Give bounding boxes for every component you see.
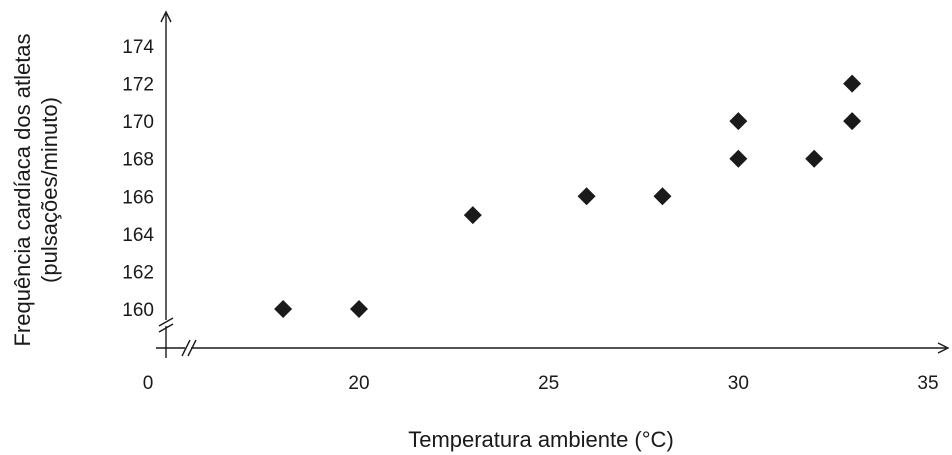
data-point <box>805 149 824 168</box>
x-axis-break-mark <box>181 339 197 357</box>
data-point <box>577 187 596 206</box>
y-axis-break-mark <box>158 317 174 333</box>
x-tick-label: 20 <box>348 373 369 394</box>
y-break-gap <box>164 320 168 326</box>
y-break-slash <box>158 317 174 327</box>
x-break-gap <box>185 346 191 350</box>
x-break-slash <box>181 339 191 357</box>
data-points <box>274 74 862 318</box>
y-tick-label: 160 <box>122 300 154 321</box>
y-axis-title-line: Frequência cardíaca dos atletas <box>10 33 35 346</box>
y-tick-label: 172 <box>122 75 154 96</box>
y-tick-label: 174 <box>122 37 154 58</box>
x-tick-label: 35 <box>917 373 938 394</box>
data-point <box>729 149 748 168</box>
y-tick-label: 170 <box>122 112 154 133</box>
y-axis-title-line: (pulsações/minuto) <box>37 97 62 283</box>
data-point <box>843 74 862 93</box>
data-point <box>463 206 482 225</box>
data-point <box>843 112 862 131</box>
axes <box>156 10 950 358</box>
x-tick-labels: 0 20 25 30 35 <box>143 373 939 394</box>
y-axis-title: Frequência cardíaca dos atletas (pulsaçõe… <box>10 33 62 346</box>
x-tick-label: 30 <box>728 373 749 394</box>
x-break-slash <box>187 339 197 357</box>
data-point <box>350 300 368 318</box>
y-tick-label: 168 <box>122 150 154 171</box>
y-tick-label: 166 <box>122 187 154 208</box>
y-axis-arrow <box>160 10 172 23</box>
x-axis-title: Temperatura ambiente (°C) <box>408 427 674 452</box>
x-axis-arrow <box>937 342 950 354</box>
x-tick-label: 0 <box>143 373 154 394</box>
y-tick-label: 162 <box>122 262 154 283</box>
data-point <box>729 112 748 131</box>
data-point <box>274 300 293 318</box>
x-tick-label: 25 <box>538 373 559 394</box>
y-tick-labels: 160 162 164 166 168 170 172 174 <box>122 37 154 321</box>
y-tick-label: 164 <box>122 225 154 246</box>
data-point <box>653 187 672 206</box>
y-break-slash <box>158 323 174 333</box>
